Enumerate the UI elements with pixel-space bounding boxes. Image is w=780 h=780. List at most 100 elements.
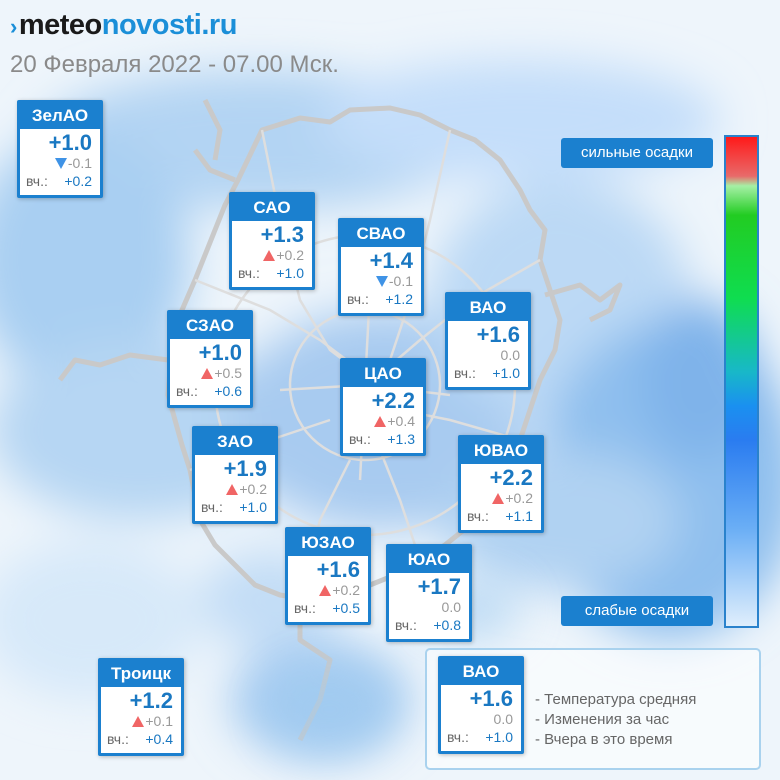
temp-change-value: 0.0 (500, 347, 520, 363)
yesterday-label: вч.: (395, 617, 417, 633)
yesterday-label: вч.: (349, 431, 371, 447)
yesterday-value: +0.8 (433, 617, 461, 633)
yesterday-label: вч.: (447, 729, 469, 745)
precip-high-label: сильные осадки (561, 138, 713, 168)
precip-low-label: слабые осадки (561, 596, 713, 626)
legend-line-change: - Изменения за час (535, 711, 670, 728)
yesterday-value: +1.1 (505, 508, 533, 524)
yesterday-label: вч.: (238, 265, 260, 281)
temp-change-value: 0.0 (493, 711, 513, 727)
district-card[interactable]: ЗелАО +1.0 -0.1 вч.: +0.2 (17, 100, 103, 198)
district-name: ВАО (441, 659, 521, 685)
district-card[interactable]: САО +1.3 +0.2 вч.: +1.0 (229, 192, 315, 290)
temp-change-value: +0.1 (145, 713, 173, 729)
temp-down-icon (375, 276, 388, 287)
forecast-datetime: 20 Февраля 2022 - 07.00 Мск. (10, 51, 339, 78)
temp-change-value: +0.2 (332, 582, 360, 598)
precip-color-scale (724, 135, 759, 628)
district-card[interactable]: ЮВАО +2.2 +0.2 вч.: +1.1 (458, 435, 544, 533)
temp-hourly-change: +0.4 (343, 413, 423, 430)
temp-average: +1.9 (223, 456, 267, 481)
temp-hourly-change: +0.2 (461, 490, 541, 507)
temp-change-value: +0.5 (214, 365, 242, 381)
yesterday-value: +1.0 (485, 729, 513, 745)
district-name: ЗАО (195, 429, 275, 455)
district-name: Троицк (101, 661, 181, 687)
temp-yesterday: вч.: +0.2 (20, 172, 100, 190)
district-card[interactable]: СЗАО +1.0 +0.5 вч.: +0.6 (167, 310, 253, 408)
yesterday-value: +0.2 (64, 173, 92, 189)
yesterday-label: вч.: (201, 499, 223, 515)
legend-line-yesterday: - Вчера в это время (535, 731, 673, 748)
yesterday-value: +1.0 (492, 365, 520, 381)
yesterday-label: вч.: (347, 291, 369, 307)
temp-average: +1.0 (48, 130, 92, 155)
district-card[interactable]: ЮЗАО +1.6 +0.2 вч.: +0.5 (285, 527, 371, 625)
legend-line-temp: - Температура средняя (535, 691, 697, 708)
district-card[interactable]: ВАО +1.6 0.0 вч.: +1.0 (445, 292, 531, 390)
yesterday-label: вч.: (467, 508, 489, 524)
temp-change-value: -0.1 (388, 273, 413, 289)
district-name: САО (232, 195, 312, 221)
temp-average: +2.2 (489, 465, 533, 490)
temp-yesterday: вч.: +1.2 (341, 290, 421, 308)
temp-yesterday: вч.: +0.5 (288, 599, 368, 617)
temp-up-icon (374, 416, 387, 427)
temp-average: +1.6 (469, 686, 513, 711)
district-card[interactable]: Троицк +1.2 +0.1 вч.: +0.4 (98, 658, 184, 756)
district-name: СВАО (341, 221, 421, 247)
yesterday-value: +0.4 (145, 731, 173, 747)
temp-average: +1.6 (316, 557, 360, 582)
temp-hourly-change: +0.5 (170, 365, 250, 382)
yesterday-value: +1.0 (276, 265, 304, 281)
temp-up-icon (132, 716, 145, 727)
temp-hourly-change: -0.1 (341, 273, 421, 290)
temp-change-value: -0.1 (67, 155, 92, 171)
temp-yesterday: вч.: +1.1 (461, 507, 541, 525)
temp-hourly-change: 0.0 (441, 711, 521, 728)
temp-average: +1.3 (260, 222, 304, 247)
legend-descriptions: - Температура средняя - Изменения за час… (535, 690, 696, 750)
logo-mark-icon: › (10, 14, 17, 39)
temp-hourly-change: +0.2 (288, 582, 368, 599)
temp-change-value: +0.2 (276, 247, 304, 263)
temp-yesterday: вч.: +1.0 (195, 498, 275, 516)
temp-yesterday: вч.: +1.3 (343, 430, 423, 448)
temp-down-icon (54, 158, 67, 169)
temp-hourly-change: +0.2 (195, 481, 275, 498)
district-card[interactable]: СВАО +1.4 -0.1 вч.: +1.2 (338, 218, 424, 316)
yesterday-value: +0.5 (332, 600, 360, 616)
temp-up-icon (263, 250, 276, 261)
district-card[interactable]: ЗАО +1.9 +0.2 вч.: +1.0 (192, 426, 278, 524)
logo-text-novosti: novosti.ru (101, 9, 238, 41)
temp-average: +1.7 (417, 574, 461, 599)
site-logo[interactable]: ›meteonovosti.ru (10, 8, 237, 44)
temp-hourly-change: +0.1 (101, 713, 181, 730)
yesterday-label: вч.: (107, 731, 129, 747)
yesterday-label: вч.: (454, 365, 476, 381)
temp-up-icon (201, 368, 214, 379)
temp-change-value: +0.2 (505, 490, 533, 506)
logo-text-meteo: meteo (18, 9, 102, 41)
yesterday-value: +1.3 (387, 431, 415, 447)
yesterday-value: +0.6 (214, 383, 242, 399)
temp-change-value: +0.4 (387, 413, 415, 429)
district-name: ЮЗАО (288, 530, 368, 556)
temp-average: +2.2 (371, 388, 415, 413)
yesterday-label: вч.: (176, 383, 198, 399)
temp-yesterday: вч.: +1.0 (232, 264, 312, 282)
temp-yesterday: вч.: +0.8 (389, 616, 469, 634)
district-name: ЮВАО (461, 438, 541, 464)
yesterday-label: вч.: (26, 173, 48, 189)
yesterday-value: +1.2 (385, 291, 413, 307)
temp-yesterday: вч.: +0.4 (101, 730, 181, 748)
district-card[interactable]: ЦАО +2.2 +0.4 вч.: +1.3 (340, 358, 426, 456)
temp-average: +1.6 (476, 322, 520, 347)
temp-up-icon (492, 493, 505, 504)
district-card[interactable]: ЮАО +1.7 0.0 вч.: +0.8 (386, 544, 472, 642)
legend-sample-card: ВАО +1.6 0.0 вч.: +1.0 (438, 656, 524, 754)
temp-hourly-change: +0.2 (232, 247, 312, 264)
temp-average: +1.2 (129, 688, 173, 713)
yesterday-label: вч.: (294, 600, 316, 616)
temp-yesterday: вч.: +0.6 (170, 382, 250, 400)
